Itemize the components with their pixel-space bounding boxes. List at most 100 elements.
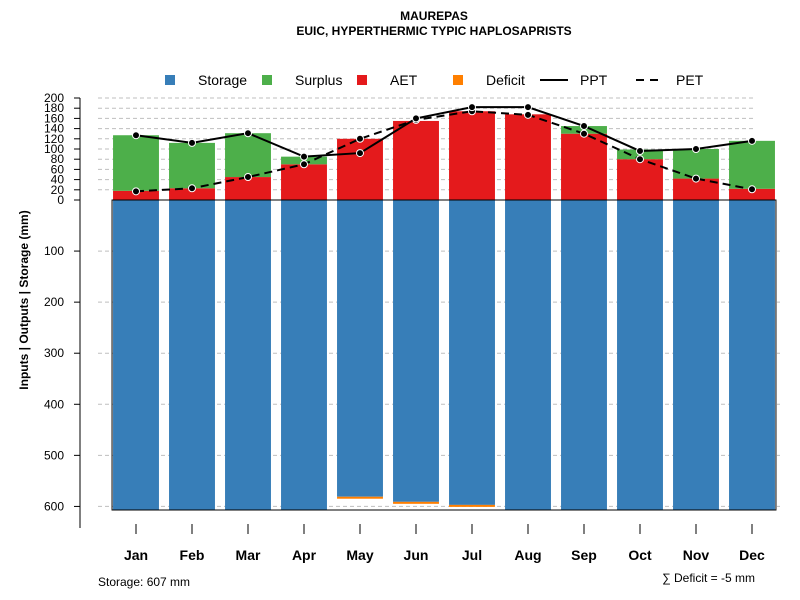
pet-point-jan	[132, 187, 140, 196]
ppt-line	[135, 106, 753, 158]
y-tick-label-upper: 200	[44, 91, 64, 105]
storage-bar-sep	[561, 200, 607, 510]
x-tick-label-mar: Mar	[236, 547, 261, 563]
y-tick-label-upper: 80	[51, 152, 65, 166]
y-tick-label-lower: 500	[44, 448, 64, 462]
legend-label-storage: Storage	[198, 72, 247, 88]
surplus-bar-dec	[729, 140, 775, 189]
y-tick-label-lower: 200	[44, 295, 64, 309]
ppt-point-jun	[412, 114, 420, 123]
y-tick-label-upper: 160	[44, 111, 64, 125]
ppt-point-feb	[188, 138, 196, 147]
storage-bar-oct	[617, 200, 663, 510]
aet-bar-jan	[113, 190, 159, 200]
x-tick-label-aug: Aug	[514, 547, 541, 563]
x-tick-label-jun: Jun	[404, 547, 429, 563]
x-tick-label-feb: Feb	[180, 547, 205, 563]
aet-bar-aug	[505, 114, 551, 200]
storage-bar-dec	[729, 200, 775, 510]
storage-bar-may	[337, 200, 383, 497]
ppt-point-may	[356, 149, 364, 158]
surplus-bar-nov	[673, 149, 719, 179]
y-tick-label-upper: 40	[51, 173, 65, 187]
x-tick-label-nov: Nov	[683, 547, 710, 563]
aet-bar-feb	[169, 188, 215, 200]
x-tick-label-dec: Dec	[739, 547, 765, 563]
x-tick-label-jul: Jul	[462, 547, 482, 563]
pet-point-dec	[748, 185, 756, 194]
legend-label-deficit: Deficit	[486, 72, 525, 88]
aet-bar-nov	[673, 178, 719, 200]
storage-bar-jul	[449, 200, 495, 505]
y-tick-label-upper: 0	[57, 193, 64, 207]
y-tick-label-upper: 140	[44, 122, 64, 136]
y-tick-label-upper: 60	[51, 162, 65, 176]
ppt-point-apr	[300, 152, 308, 161]
chart-subtitle: EUIC, HYPERTHERMIC TYPIC HAPLOSAPRISTS	[296, 24, 571, 38]
aet-bar-jul	[449, 111, 495, 200]
x-tick-label-may: May	[346, 547, 373, 563]
legend-swatch-storage	[165, 75, 175, 85]
ppt-point-sep	[580, 122, 588, 131]
legend-label-aet: AET	[390, 72, 418, 88]
deficit-bar-jul	[449, 504, 495, 507]
storage-bar-aug	[505, 200, 551, 510]
aet-bar-oct	[617, 159, 663, 200]
storage-bar-jun	[393, 200, 439, 502]
pet-point-may	[356, 134, 364, 143]
ppt-point-oct	[636, 147, 644, 156]
deficit-bar-jun	[393, 501, 439, 504]
surplus-bar-feb	[169, 142, 215, 189]
y-tick-label-lower: 300	[44, 346, 64, 360]
storage-bar-apr	[281, 200, 327, 510]
y-tick-label-upper: 120	[44, 132, 64, 146]
legend-label-pet: PET	[676, 72, 704, 88]
y-tick-label-lower: 600	[44, 499, 64, 513]
x-tick-label-oct: Oct	[628, 547, 652, 563]
pet-point-nov	[692, 174, 700, 183]
y-tick-label-lower: 400	[44, 397, 64, 411]
bar-layer	[111, 111, 777, 511]
aet-bar-apr	[281, 164, 327, 200]
ppt-point-aug	[524, 103, 532, 112]
pet-line	[135, 110, 753, 193]
pet-point-oct	[636, 155, 644, 164]
storage-bar-nov	[673, 200, 719, 510]
axes: 2001801601401201008060402001002003004005…	[44, 91, 765, 563]
ppt-point-jul	[468, 103, 476, 112]
legend-swatch-surplus	[262, 75, 272, 85]
line-layer	[132, 103, 756, 196]
chart-title: MAUREPAS	[400, 9, 468, 23]
x-tick-label-sep: Sep	[571, 547, 597, 563]
ppt-point-nov	[692, 145, 700, 153]
storage-note: Storage: 607 mm	[98, 575, 190, 589]
legend-swatch-aet	[357, 75, 367, 85]
y-tick-label-upper: 20	[51, 183, 65, 197]
x-tick-label-jan: Jan	[124, 547, 148, 563]
storage-bar-mar	[225, 200, 271, 510]
deficit-note: ∑ Deficit = -5 mm	[662, 571, 755, 585]
y-tick-label-upper: 100	[44, 142, 64, 156]
deficit-bar-may	[337, 496, 383, 499]
pet-point-feb	[188, 184, 196, 193]
x-tick-label-apr: Apr	[292, 547, 317, 563]
aet-bar-sep	[561, 133, 607, 200]
aet-bar-mar	[225, 177, 271, 200]
storage-bar-jan	[113, 200, 159, 510]
storage-bar-feb	[169, 200, 215, 510]
aet-bar-may	[337, 138, 383, 200]
pet-point-aug	[524, 110, 532, 119]
pet-point-mar	[244, 173, 252, 182]
ppt-point-dec	[748, 136, 756, 145]
aet-bar-jun	[393, 120, 439, 200]
ppt-point-mar	[244, 129, 252, 138]
y-tick-label-upper: 180	[44, 101, 64, 115]
chart-legend: Storage Surplus AET Deficit PPT PET	[165, 72, 704, 88]
y-axis-label: Inputs | Outputs | Storage (mm)	[17, 210, 31, 389]
legend-label-ppt: PPT	[580, 72, 608, 88]
pet-point-sep	[580, 129, 588, 138]
aet-bar-dec	[729, 188, 775, 200]
legend-swatch-deficit	[453, 75, 463, 85]
ppt-point-jan	[132, 131, 140, 140]
